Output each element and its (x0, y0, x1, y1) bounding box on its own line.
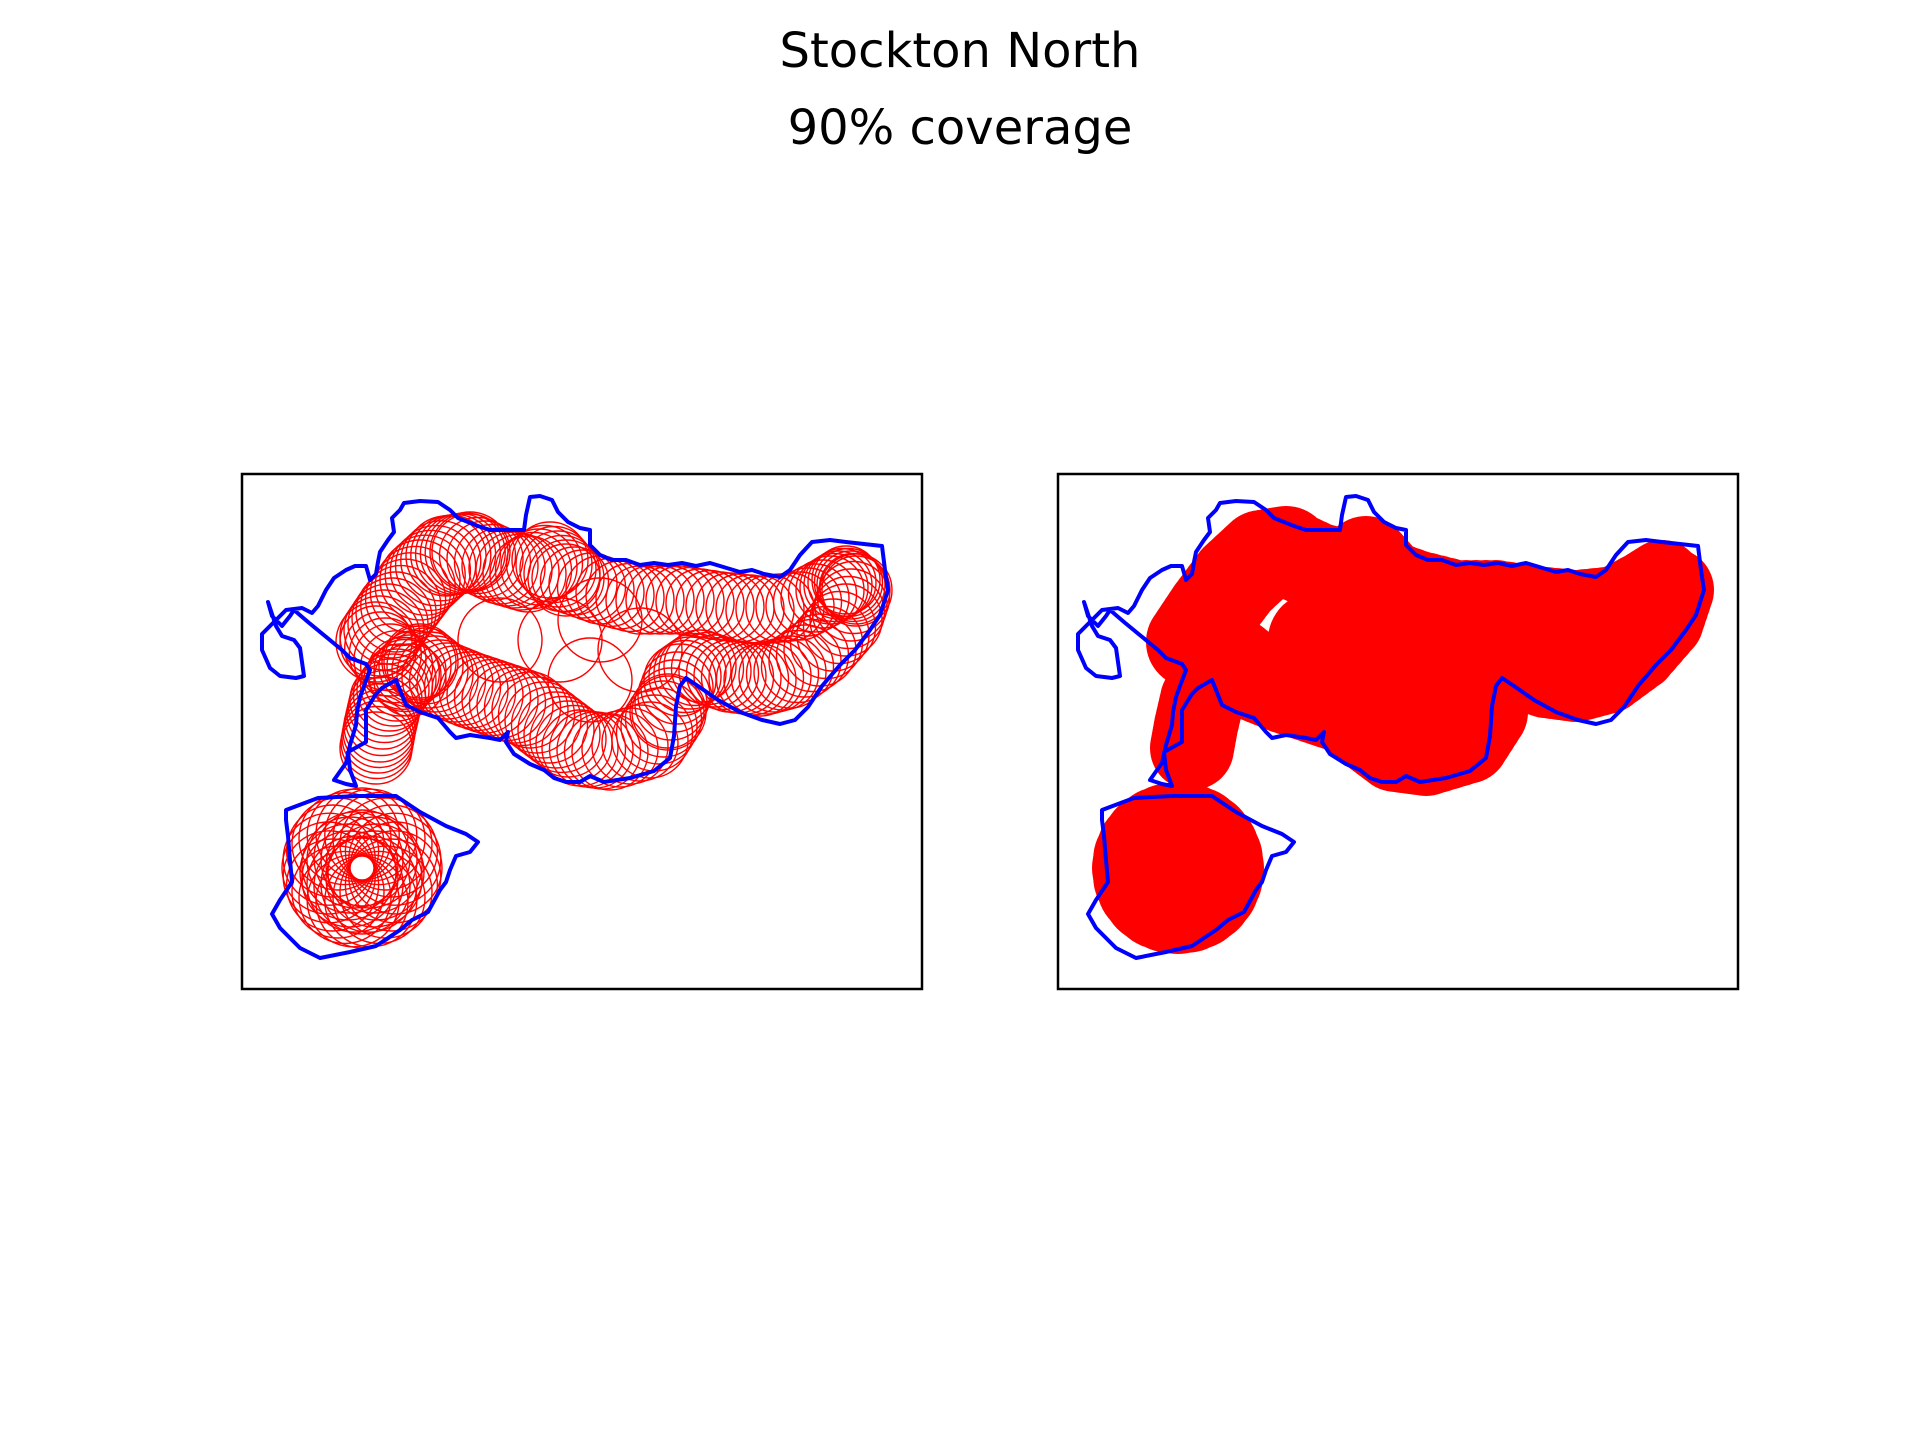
coverage-circle (510, 686, 589, 764)
coverage-circle (291, 845, 385, 939)
coverage-circle (468, 663, 547, 742)
boundary-outline-south (1086, 794, 1296, 960)
coverage-circle (780, 563, 850, 633)
right-panel-plot (1076, 494, 1714, 960)
coverage-circle (453, 523, 532, 602)
coverage-circle (373, 643, 447, 717)
coverage-circle (814, 568, 888, 642)
coverage-circle (298, 791, 392, 886)
coverage-circle (597, 607, 683, 693)
left-panel (240, 472, 924, 991)
coverage-circle (356, 653, 430, 727)
coverage-circle (648, 639, 722, 714)
coverage-circle (352, 658, 427, 732)
coverage-circle (615, 565, 685, 635)
coverage-circle (344, 611, 418, 685)
coverage-circle (760, 629, 835, 704)
coverage-circle (511, 521, 589, 599)
coverage-circle (457, 597, 543, 683)
boundary-outline-south (270, 794, 480, 960)
coverage-circle (625, 565, 695, 635)
coverage-circle (813, 547, 884, 618)
right-panel-frame (1056, 472, 1740, 991)
coverage-circle (799, 552, 869, 623)
coverage-circle (547, 637, 633, 723)
coverage-circle (529, 700, 607, 778)
coverage-circle (282, 812, 376, 906)
coverage-circle (811, 545, 881, 615)
coverage-circle (753, 635, 827, 709)
boundary-outline-main (1076, 494, 1706, 788)
coverage-circle (523, 695, 601, 774)
coverage-circle (378, 629, 452, 704)
coverage-area (1092, 506, 1714, 954)
left-panel-frame (240, 472, 924, 991)
boundary-outline-main (260, 494, 890, 788)
coverage-circle (379, 539, 461, 621)
coverage-circle (438, 516, 517, 595)
coverage-circles (281, 511, 893, 949)
coverage-circle (446, 520, 524, 598)
coverage-circle (324, 788, 418, 882)
coverage-circle (344, 804, 439, 898)
coverage-circle (320, 811, 418, 909)
left-panel-plot (260, 494, 893, 960)
coverage-circle (517, 691, 595, 769)
coverage-circle (389, 529, 472, 612)
coverage-circle (301, 830, 399, 928)
coverage-circle (429, 511, 511, 593)
coverage-circle (332, 791, 426, 886)
right-panel (1056, 472, 1740, 991)
coverage-circle (315, 787, 409, 881)
coverage-circle (461, 527, 539, 605)
coverage-circle (301, 816, 399, 914)
coverage-circle (816, 550, 886, 620)
coverage-circle (339, 711, 413, 785)
coverage-circle (360, 630, 434, 704)
coverage-circle (678, 634, 752, 708)
coverage-circle (663, 629, 737, 703)
coverage-circle (453, 658, 532, 737)
coverage-circle (391, 631, 469, 709)
coverage-fill-disc (1358, 632, 1454, 728)
coverage-circle (306, 811, 404, 909)
coverage-circle (313, 809, 411, 907)
coverage-circle (745, 637, 820, 711)
coverage-circle (634, 667, 708, 741)
coverage-fill-disc (1136, 811, 1245, 919)
coverage-circle (548, 549, 618, 619)
coverage-fill-disc (1268, 592, 1364, 688)
coverage-circle (325, 816, 423, 914)
coverage-circle (765, 571, 835, 641)
figure-subtitle: 90% coverage (787, 100, 1133, 156)
coverage-circle (738, 639, 812, 713)
coverage-circle (348, 812, 442, 906)
coverage-circle (339, 605, 413, 679)
figure-title: Stockton North (779, 23, 1141, 79)
coverage-circle (348, 617, 422, 691)
coverage-circle (772, 567, 843, 637)
coverage-circle (285, 804, 380, 898)
coverage-circle (730, 641, 805, 715)
coverage-circle (624, 680, 703, 758)
coverage-fill-disc (1184, 638, 1268, 722)
coverage-circle (504, 681, 582, 759)
coverage-circle (539, 546, 610, 616)
coverage-circle (653, 636, 727, 710)
coverage-circle (581, 710, 659, 788)
